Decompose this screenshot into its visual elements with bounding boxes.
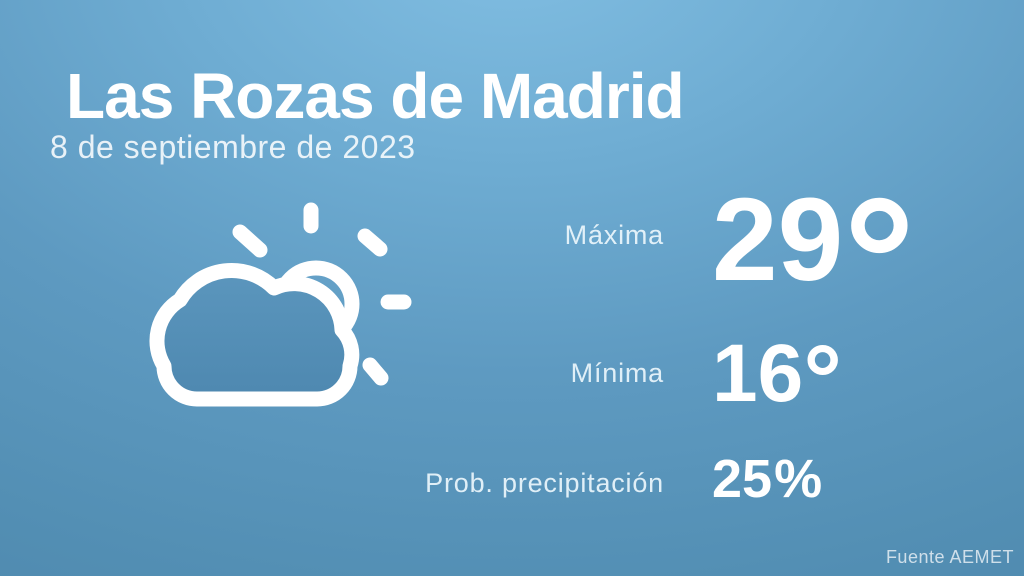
page-title: Las Rozas de Madrid [66, 60, 685, 132]
min-temp-value: 16° [712, 331, 842, 428]
max-temp-value: 29° [712, 172, 915, 352]
min-temp-label: Mínima [570, 358, 664, 388]
min-temp-number: 16 [712, 328, 804, 419]
degree-symbol: ° [803, 325, 843, 434]
precipitation-number: 25 [712, 449, 773, 509]
precipitation-value: 25% [712, 452, 822, 506]
date-subtitle: 8 de septiembre de 2023 [50, 129, 416, 165]
source-attribution: Fuente AEMET [885, 547, 1014, 567]
sun-rays-icon [232, 202, 412, 386]
sun-behind-cloud-icon [149, 202, 412, 407]
cloud-icon [149, 263, 360, 407]
max-temp-number: 29 [712, 174, 844, 306]
precipitation-label: Prob. precipitación [425, 468, 664, 498]
percent-symbol: % [774, 449, 823, 509]
degree-symbol: ° [843, 161, 916, 362]
max-temp-label: Máxima [564, 220, 664, 250]
